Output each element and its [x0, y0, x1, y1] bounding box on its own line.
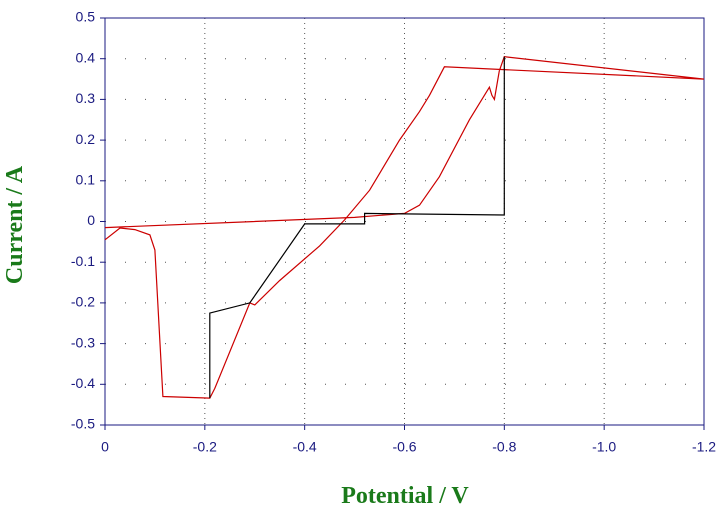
x-tick-label: -0.4 [293, 439, 317, 455]
y-axis-title: Current / A [2, 165, 28, 284]
y-tick-label: -0.1 [71, 253, 95, 269]
series-line [209, 56, 505, 399]
x-tick-label: -0.8 [492, 439, 516, 455]
y-tick-label: -0.2 [71, 294, 95, 310]
x-axis-title: Potential / V [341, 483, 469, 509]
x-tick-label: -0.2 [193, 439, 217, 455]
y-tick-label: 0.5 [76, 9, 96, 25]
y-tick-label: 0.1 [76, 172, 96, 188]
y-tick-label: 0.2 [76, 131, 96, 147]
x-tick-label: -1.2 [692, 439, 716, 455]
x-tick-label: -0.6 [392, 439, 416, 455]
y-tick-label: -0.5 [71, 416, 95, 432]
y-tick-label: 0 [87, 212, 95, 228]
series-line [104, 56, 705, 399]
y-tick-label: 0.4 [76, 49, 96, 65]
y-tick-label: -0.3 [71, 334, 95, 350]
x-tick-label: -1.0 [592, 439, 616, 455]
y-tick-label: 0.3 [76, 90, 96, 106]
y-tick-label: -0.4 [71, 375, 95, 391]
x-tick-label: 0 [101, 439, 109, 455]
plot-frame [104, 17, 705, 426]
